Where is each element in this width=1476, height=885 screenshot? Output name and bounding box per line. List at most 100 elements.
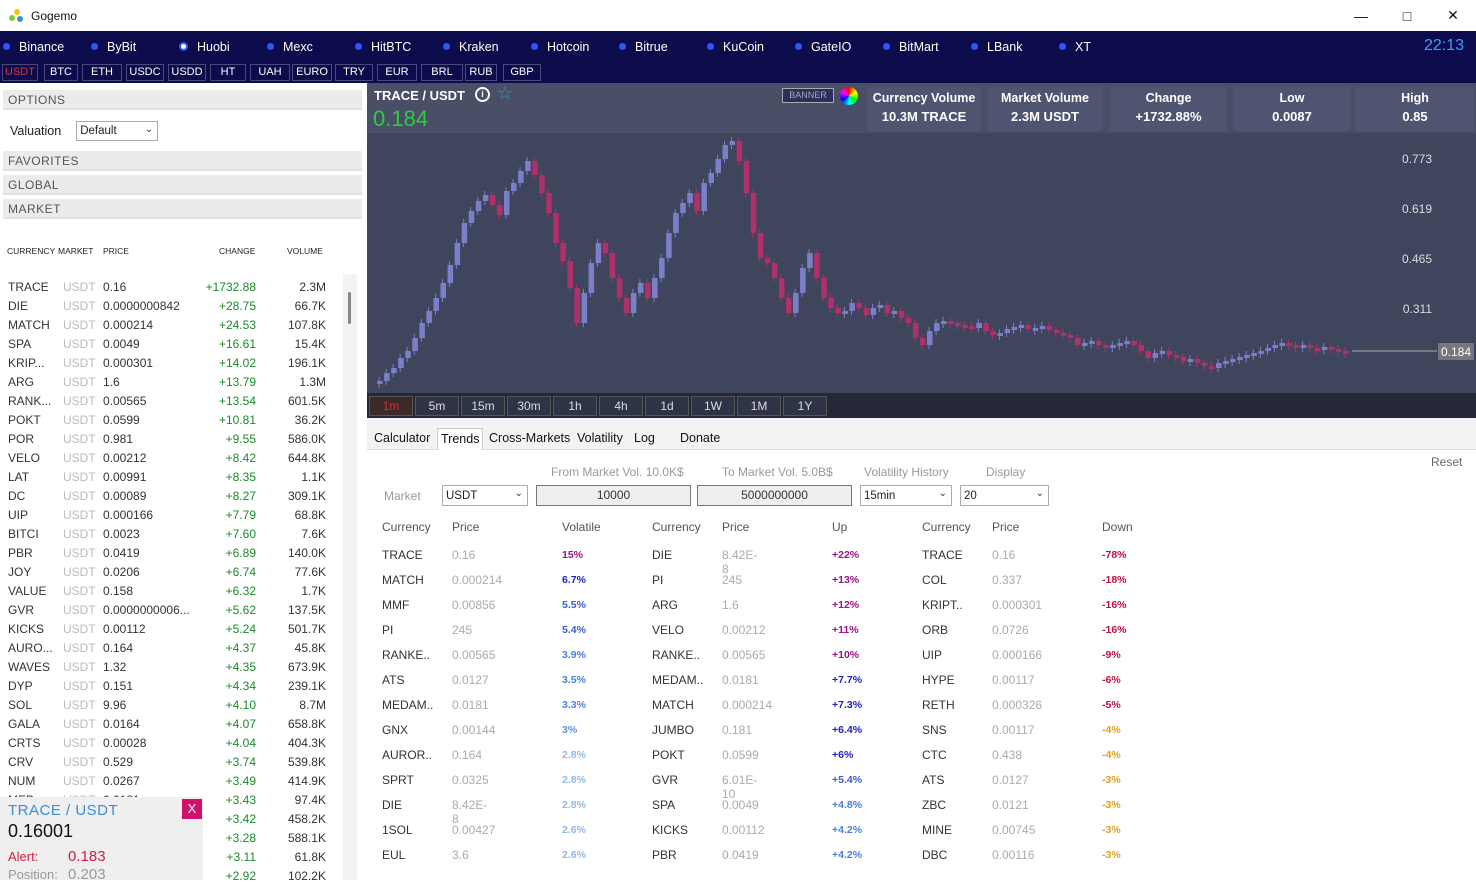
col-header-change[interactable]: CHANGE	[219, 246, 256, 256]
options-section-header[interactable]: OPTIONS	[3, 90, 362, 110]
quote-usdt[interactable]: USDT	[2, 64, 38, 81]
quote-eth[interactable]: ETH	[82, 64, 122, 81]
exchange-hotcoin[interactable]: Hotcoin	[531, 31, 589, 62]
exchange-gateio[interactable]: GateIO	[795, 31, 851, 62]
from-volume-input[interactable]: 10000	[536, 485, 691, 506]
reset-button[interactable]: Reset	[1431, 455, 1463, 469]
maximize-button[interactable]: □	[1402, 7, 1412, 24]
valuation-select[interactable]: Default ⌄	[76, 121, 159, 141]
timeframe-1w[interactable]: 1W	[691, 396, 735, 416]
exchange-bitmart[interactable]: BitMart	[883, 31, 939, 62]
market-row[interactable]: NUM USDT 0.0267 +3.49 414.9K	[0, 771, 345, 790]
tab-calculator[interactable]: Calculator	[374, 431, 431, 445]
timeframe-1m[interactable]: 1m	[369, 396, 413, 416]
col-header-market[interactable]: MARKET	[58, 246, 94, 256]
col-header-currency[interactable]: CURRENCY	[7, 246, 56, 256]
market-row[interactable]: KRIP... USDT 0.000301 +14.02 196.1K	[0, 353, 345, 372]
timeframe-15m[interactable]: 15m	[461, 396, 505, 416]
market-row[interactable]: SOL USDT 9.96 +4.10 8.7M	[0, 695, 345, 714]
market-row[interactable]: MATCH USDT 0.000214 +24.53 107.8K	[0, 315, 345, 334]
market-row[interactable]: KICKS USDT 0.00112 +5.24 501.7K	[0, 619, 345, 638]
favorites-section-header[interactable]: FAVORITES	[3, 151, 362, 171]
market-row[interactable]: SPA USDT 0.0049 +16.61 15.4K	[0, 334, 345, 353]
to-volume-input[interactable]: 5000000000	[697, 485, 852, 506]
market-row[interactable]: POKT USDT 0.0599 +10.81 36.2K	[0, 410, 345, 429]
close-window-button[interactable]: ✕	[1447, 7, 1459, 23]
minimize-button[interactable]: —	[1354, 7, 1368, 24]
quote-ht[interactable]: HT	[210, 64, 246, 81]
market-row[interactable]: AURO... USDT 0.164 +4.37 45.8K	[0, 638, 345, 657]
quote-try[interactable]: TRY	[335, 64, 373, 81]
market-row[interactable]: DIE USDT 0.0000000842 +28.75 66.7K	[0, 296, 345, 315]
market-row[interactable]: JOY USDT 0.0206 +6.74 77.6K	[0, 562, 345, 581]
market-row[interactable]: GVR USDT 0.0000000006... +5.62 137.5K	[0, 600, 345, 619]
market-row[interactable]: DC USDT 0.00089 +8.27 309.1K	[0, 486, 345, 505]
timeframe-1y[interactable]: 1Y	[783, 396, 827, 416]
quote-brl[interactable]: BRL	[421, 64, 463, 81]
market-row[interactable]: PBR USDT 0.0419 +6.89 140.0K	[0, 543, 345, 562]
market-list-scrollbar[interactable]	[343, 274, 357, 880]
quote-usdc[interactable]: USDC	[126, 64, 164, 81]
market-row[interactable]: VELO USDT 0.00212 +8.42 644.8K	[0, 448, 345, 467]
market-row[interactable]: RANK... USDT 0.00565 +13.54 601.5K	[0, 391, 345, 410]
display-select[interactable]: 20 ⌄	[960, 485, 1049, 506]
exchange-bitrue[interactable]: Bitrue	[619, 31, 668, 62]
quote-gbp[interactable]: GBP	[503, 64, 541, 81]
market-row[interactable]: +3.28 588.1K	[0, 828, 345, 847]
market-row[interactable]: WAVES USDT 1.32 +4.35 673.9K	[0, 657, 345, 676]
color-picker-icon[interactable]	[840, 87, 858, 105]
exchange-lbank[interactable]: LBank	[971, 31, 1022, 62]
price-chart[interactable]: 0.773 0.619 0.465 0.311 0.184	[367, 83, 1476, 418]
tab-donate[interactable]: Donate	[680, 431, 721, 445]
quote-uah[interactable]: UAH	[250, 64, 290, 81]
tab-volatility[interactable]: Volatility	[577, 431, 623, 445]
timeframe-30m[interactable]: 30m	[507, 396, 551, 416]
market-row[interactable]: CRV USDT 0.529 +3.74 539.8K	[0, 752, 345, 771]
market-row[interactable]: TRACE USDT 0.16 +1732.88 2.3M	[0, 277, 345, 296]
quote-rub[interactable]: RUB	[465, 64, 497, 81]
market-row[interactable]: VALUE USDT 0.158 +6.32 1.7K	[0, 581, 345, 600]
tab-trends[interactable]: Trends	[437, 428, 484, 450]
timeframe-1m[interactable]: 1M	[737, 396, 781, 416]
exchange-kucoin[interactable]: KuCoin	[707, 31, 764, 62]
scrollbar-thumb[interactable]	[348, 292, 351, 324]
market-row[interactable]: CRTS USDT 0.00028 +4.04 404.3K	[0, 733, 345, 752]
timeframe-4h[interactable]: 4h	[599, 396, 643, 416]
info-icon[interactable]: i	[475, 87, 490, 102]
market-row[interactable]: LAT USDT 0.00991 +8.35 1.1K	[0, 467, 345, 486]
tab-log[interactable]: Log	[634, 431, 655, 445]
col-header-price[interactable]: PRICE	[103, 246, 129, 256]
market-row[interactable]: POR USDT 0.981 +9.55 586.0K	[0, 429, 345, 448]
trend-currency: UIP	[922, 648, 943, 662]
market-row[interactable]: GALA USDT 0.0164 +4.07 658.8K	[0, 714, 345, 733]
tab-cross-markets[interactable]: Cross-Markets	[489, 431, 571, 445]
timeframe-5m[interactable]: 5m	[415, 396, 459, 416]
exchange-binance[interactable]: Binance	[3, 31, 64, 62]
col-header-volume[interactable]: VOLUME	[287, 246, 323, 256]
timeframe-1d[interactable]: 1d	[645, 396, 689, 416]
market-row[interactable]: BITCI USDT 0.0023 +7.60 7.6K	[0, 524, 345, 543]
favorite-star-icon[interactable]: ☆	[497, 83, 514, 103]
quote-usdd[interactable]: USDD	[168, 64, 206, 81]
volatility-history-select[interactable]: 15min ⌄	[860, 485, 952, 506]
quote-btc[interactable]: BTC	[44, 64, 78, 81]
banner-button[interactable]: BANNER	[782, 88, 834, 103]
market-section-header[interactable]: MARKET	[3, 199, 362, 219]
quote-euro[interactable]: EURO	[292, 64, 332, 81]
exchange-huobi[interactable]: Huobi	[179, 31, 230, 62]
exchange-xt[interactable]: XT	[1059, 31, 1091, 62]
global-section-header[interactable]: GLOBAL	[3, 175, 362, 195]
timeframe-1h[interactable]: 1h	[553, 396, 597, 416]
exchange-hitbtc[interactable]: HitBTC	[355, 31, 411, 62]
market-row[interactable]: ARG USDT 1.6 +13.79 1.3M	[0, 372, 345, 391]
market-row[interactable]: +3.11 61.8K	[0, 847, 345, 866]
market-row[interactable]: DYP USDT 0.151 +4.34 239.1K	[0, 676, 345, 695]
exchange-kraken[interactable]: Kraken	[443, 31, 499, 62]
alert-close-button[interactable]: X	[182, 799, 202, 819]
market-row[interactable]: +3.42 458.2K	[0, 809, 345, 828]
exchange-bybit[interactable]: ByBit	[91, 31, 136, 62]
market-filter-select[interactable]: USDT ⌄	[442, 485, 528, 506]
quote-eur[interactable]: EUR	[377, 64, 417, 81]
exchange-mexc[interactable]: Mexc	[267, 31, 313, 62]
market-row[interactable]: UIP USDT 0.000166 +7.79 68.8K	[0, 505, 345, 524]
